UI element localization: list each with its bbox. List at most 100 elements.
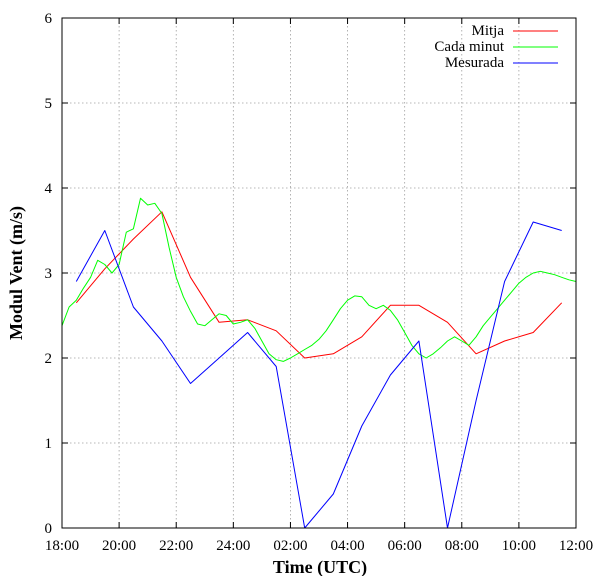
data-point	[561, 277, 562, 278]
y-tick-label: 6	[45, 11, 53, 27]
data-point	[76, 281, 77, 282]
data-point	[361, 425, 362, 426]
data-point	[476, 353, 477, 354]
data-point	[219, 357, 220, 358]
data-point	[204, 325, 205, 326]
series-line	[61, 197, 577, 362]
data-point	[219, 313, 220, 314]
data-point	[533, 272, 534, 273]
data-point	[233, 323, 234, 324]
y-tick-label: 2	[45, 351, 53, 367]
axis-ticks: 18:00 20:00 22:00 24:00 02:00 04:00 06:00 08:00…	[45, 11, 594, 554]
data-point	[254, 328, 255, 329]
data-point	[283, 361, 284, 362]
data-point	[454, 336, 455, 337]
series-mitja	[75, 211, 563, 359]
data-point	[347, 300, 348, 301]
series-line	[75, 211, 563, 359]
data-point	[333, 493, 334, 494]
x-tick-label: 04:00	[330, 538, 364, 554]
y-tick-label: 0	[45, 521, 53, 537]
x-tick-label: 12:00	[559, 538, 593, 554]
data-point	[290, 357, 291, 358]
data-point	[147, 204, 148, 205]
data-point	[440, 347, 441, 348]
data-point	[483, 325, 484, 326]
x-tick-label: 08:00	[445, 538, 479, 554]
data-point	[76, 302, 77, 303]
data-point	[476, 400, 477, 401]
legend-label: Mitja	[472, 23, 505, 39]
data-point	[361, 296, 362, 297]
legend-label: Mesurada	[445, 55, 504, 71]
x-tick-label: 10:00	[502, 538, 536, 554]
y-axis-title: Modul Vent (m/s)	[6, 206, 27, 340]
data-point	[333, 319, 334, 320]
data-point	[390, 374, 391, 375]
data-point	[176, 277, 177, 278]
data-point	[525, 277, 526, 278]
data-point	[433, 353, 434, 354]
data-point	[318, 339, 319, 340]
data-point	[518, 283, 519, 284]
series-line	[75, 221, 562, 529]
data-point	[304, 349, 305, 350]
data-point	[104, 230, 105, 231]
y-tick-label: 1	[45, 436, 53, 452]
data-point	[418, 340, 419, 341]
data-point	[540, 271, 541, 272]
series-mesurada	[75, 221, 562, 529]
data-point	[418, 305, 419, 306]
data-point	[390, 310, 391, 311]
data-point	[411, 345, 412, 346]
data-point	[533, 221, 534, 222]
data-point	[333, 353, 334, 354]
series-cada-minut	[61, 197, 577, 362]
x-tick-label: 22:00	[159, 538, 193, 554]
data-point	[104, 268, 105, 269]
data-point	[426, 357, 427, 358]
data-point	[404, 332, 405, 333]
data-point	[418, 353, 419, 354]
data-point	[219, 322, 220, 323]
data-point	[297, 353, 298, 354]
data-point	[247, 319, 248, 320]
data-point	[276, 330, 277, 331]
data-point	[504, 281, 505, 282]
data-point	[190, 311, 191, 312]
data-point	[533, 332, 534, 333]
data-point	[211, 319, 212, 320]
data-point	[461, 340, 462, 341]
data-point	[561, 230, 562, 231]
data-point	[111, 272, 112, 273]
data-point	[133, 228, 134, 229]
y-tick-label: 4	[45, 181, 53, 197]
data-point	[476, 336, 477, 337]
data-point	[368, 305, 369, 306]
data-point	[568, 279, 569, 280]
data-point	[76, 300, 77, 301]
data-point	[104, 264, 105, 265]
data-point	[69, 306, 70, 307]
data-point	[276, 366, 277, 367]
y-tick-label: 5	[45, 96, 53, 112]
data-point	[161, 213, 162, 214]
data-point	[119, 264, 120, 265]
data-point	[197, 323, 198, 324]
data-point	[468, 345, 469, 346]
data-point	[161, 340, 162, 341]
data-point	[304, 357, 305, 358]
data-point	[504, 300, 505, 301]
data-point	[83, 288, 84, 289]
data-point	[247, 332, 248, 333]
data-point	[183, 296, 184, 297]
data-point	[361, 336, 362, 337]
data-point	[554, 274, 555, 275]
x-tick-label: 18:00	[45, 538, 79, 554]
data-point	[140, 198, 141, 199]
grid-lines	[62, 18, 576, 528]
data-point	[97, 260, 98, 261]
data-point	[511, 291, 512, 292]
data-point	[390, 305, 391, 306]
data-point	[561, 302, 562, 303]
